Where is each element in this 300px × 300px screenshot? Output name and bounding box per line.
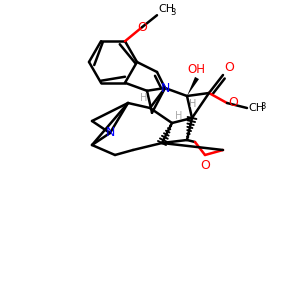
Polygon shape [187, 77, 199, 96]
Text: 3: 3 [260, 102, 266, 111]
Text: O: O [228, 95, 238, 109]
Text: H: H [175, 111, 182, 121]
Text: O: O [224, 61, 234, 74]
Text: OH: OH [187, 63, 205, 76]
Text: CH: CH [248, 103, 264, 113]
Text: N: N [160, 82, 170, 94]
Text: 3: 3 [170, 8, 176, 17]
Text: O: O [200, 159, 210, 172]
Text: O: O [137, 21, 147, 34]
Text: CH: CH [158, 4, 174, 14]
Text: H: H [140, 93, 147, 103]
Text: H: H [189, 99, 196, 109]
Text: N: N [105, 127, 115, 140]
